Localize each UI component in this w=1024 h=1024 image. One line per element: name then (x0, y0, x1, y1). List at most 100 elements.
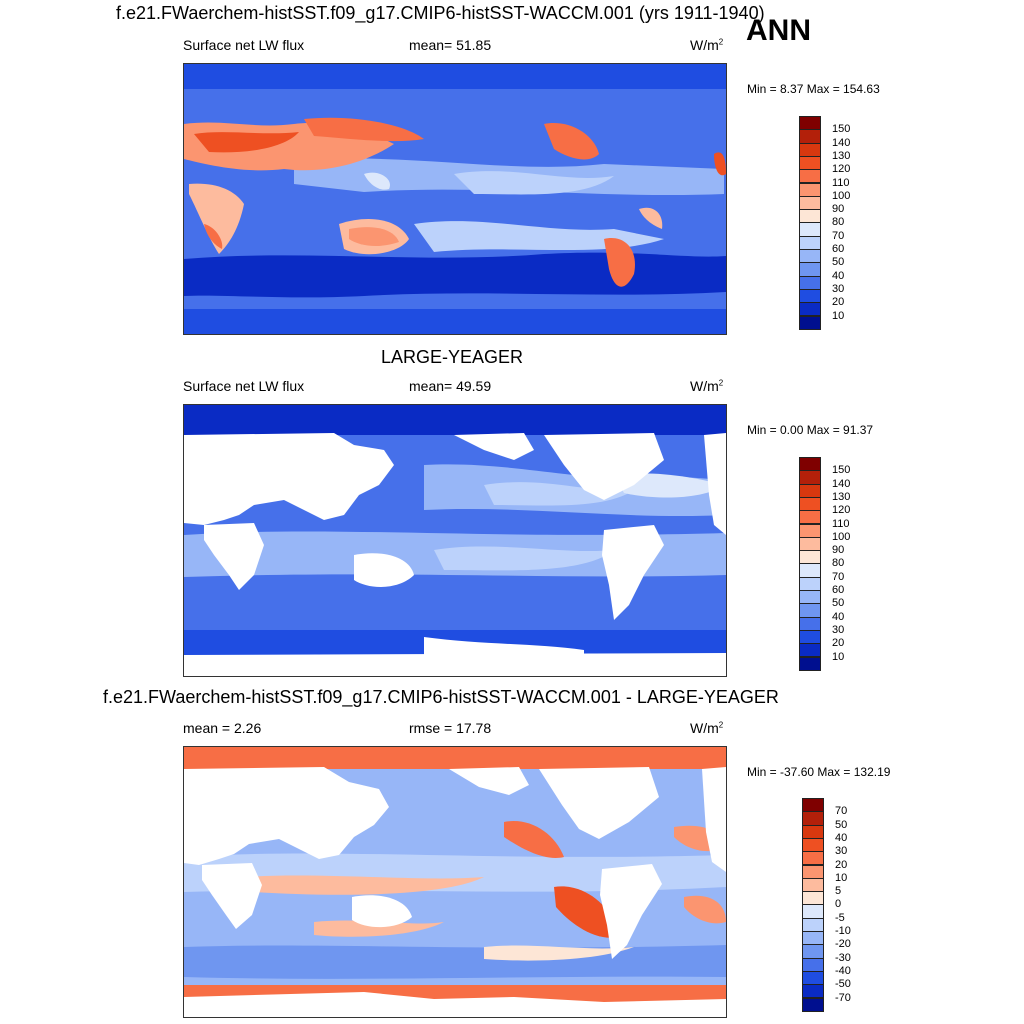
colorbar-swatch (799, 510, 821, 525)
colorbar-label: 40 (835, 831, 848, 844)
colorbar-label: 50 (835, 818, 848, 831)
colorbar-label: 10 (832, 309, 845, 322)
colorbar-swatch (799, 550, 821, 565)
colorbar-swatch (799, 262, 821, 277)
season-label: ANN (746, 14, 811, 47)
colorbar-label: 90 (832, 203, 845, 216)
colorbar-swatch (802, 904, 824, 919)
colorbar-label: 120 (832, 163, 851, 176)
panel1-variable-label: Surface net LW flux (183, 37, 305, 53)
colorbar-label: -70 (835, 991, 851, 1004)
colorbar-swatch (802, 864, 824, 879)
colorbar-swatch (802, 837, 824, 853)
colorbar-label: 140 (832, 477, 851, 490)
colorbar-swatch (799, 523, 821, 538)
colorbar-label: 130 (832, 490, 851, 503)
colorbar-swatch (799, 536, 821, 552)
colorbar-swatch (802, 917, 824, 932)
panel2-units: W/m2 (690, 378, 724, 394)
colorbar-label: 130 (832, 149, 851, 162)
colorbar-swatch (799, 590, 821, 605)
colorbar-label: 20 (835, 858, 848, 871)
colorbar-label: 10 (835, 871, 848, 884)
colorbar-swatch (799, 315, 821, 330)
colorbar-label: 30 (835, 845, 848, 858)
colorbar-label: 120 (832, 504, 851, 517)
colorbar-swatch (799, 195, 821, 211)
colorbar-swatch (799, 656, 821, 671)
colorbar-swatch (802, 931, 824, 946)
colorbar-label: 150 (832, 123, 851, 136)
colorbar-swatch (799, 142, 821, 157)
colorbar-label: 70 (835, 805, 848, 818)
panel2-variable-label: Surface net LW flux (183, 378, 305, 394)
colorbar-label: 50 (832, 256, 845, 269)
colorbar-label: 5 (835, 885, 842, 898)
colorbar-swatch (802, 944, 824, 959)
colorbar-swatch (799, 302, 821, 317)
colorbar-swatch (799, 155, 821, 171)
colorbar-swatch (799, 222, 821, 237)
colorbar-swatch (799, 129, 821, 144)
colorbar-swatch (799, 275, 821, 290)
colorbar-label: 100 (832, 189, 851, 202)
panel3-minmax: Min = -37.60 Max = 132.19 (747, 765, 891, 779)
panel2-mean-label: mean= 49.59 (409, 378, 492, 394)
colorbar-label: 80 (832, 557, 845, 570)
colorbar-label: 90 (832, 544, 845, 557)
colorbar-swatch (802, 877, 824, 893)
colorbar-label: 30 (832, 623, 845, 636)
colorbar-label: 70 (832, 229, 845, 242)
colorbar-label: 50 (832, 597, 845, 610)
colorbar-swatch (802, 957, 824, 972)
colorbar-label: 0 (835, 898, 842, 911)
colorbar-swatch (799, 496, 821, 512)
colorbar-swatch (799, 288, 821, 304)
colorbar-swatch (799, 182, 821, 197)
colorbar-label: 100 (832, 530, 851, 543)
colorbar-label: 80 (832, 216, 845, 229)
colorbar-swatch (802, 891, 824, 906)
colorbar-label: 30 (832, 282, 845, 295)
panel3-map (183, 746, 727, 1018)
panel1-mean-label: mean= 51.85 (409, 37, 492, 53)
panel3-units: W/m2 (690, 720, 724, 736)
colorbar-label: 150 (832, 464, 851, 477)
colorbar-swatch (799, 616, 821, 631)
panel1-title: f.e21.FWaerchem-histSST.f09_g17.CMIP6-hi… (116, 3, 765, 23)
colorbar-swatch (799, 169, 821, 184)
panel3-rmse-label: rmse = 17.78 (409, 720, 492, 736)
panel1-units: W/m2 (690, 37, 724, 53)
colorbar-swatch (799, 629, 821, 645)
colorbar-label: 20 (832, 637, 845, 650)
colorbar-swatch (799, 643, 821, 658)
panel2-title: LARGE-YEAGER (381, 347, 524, 367)
colorbar-swatch (802, 851, 824, 866)
colorbar-label: -50 (835, 978, 851, 991)
colorbar-label: 110 (832, 517, 850, 530)
colorbar-label: -10 (835, 925, 851, 937)
panel1-map (183, 63, 727, 335)
colorbar-swatch (799, 249, 821, 264)
panel1-minmax: Min = 8.37 Max = 154.63 (747, 82, 880, 96)
colorbar-label: -20 (835, 938, 851, 951)
colorbar-label: 110 (832, 176, 850, 189)
colorbar-label: 40 (832, 610, 845, 623)
colorbar-label: 140 (832, 136, 851, 149)
colorbar-label: -5 (835, 911, 845, 924)
colorbar-swatch (802, 970, 824, 986)
colorbar-swatch (802, 798, 824, 813)
colorbar-swatch (799, 457, 821, 472)
colorbar-swatch (799, 563, 821, 578)
colorbar-swatch (802, 984, 824, 999)
colorbar-swatch (799, 116, 821, 131)
colorbar-label: 60 (832, 584, 845, 596)
panel2-map (183, 404, 727, 677)
colorbar-swatch (799, 209, 821, 224)
colorbar-swatch (802, 811, 824, 826)
colorbar-label: 10 (832, 650, 845, 663)
colorbar-label: 60 (832, 243, 845, 255)
colorbar-label: -40 (835, 964, 851, 977)
colorbar-label: -30 (835, 951, 851, 964)
colorbar-swatch (799, 603, 821, 618)
